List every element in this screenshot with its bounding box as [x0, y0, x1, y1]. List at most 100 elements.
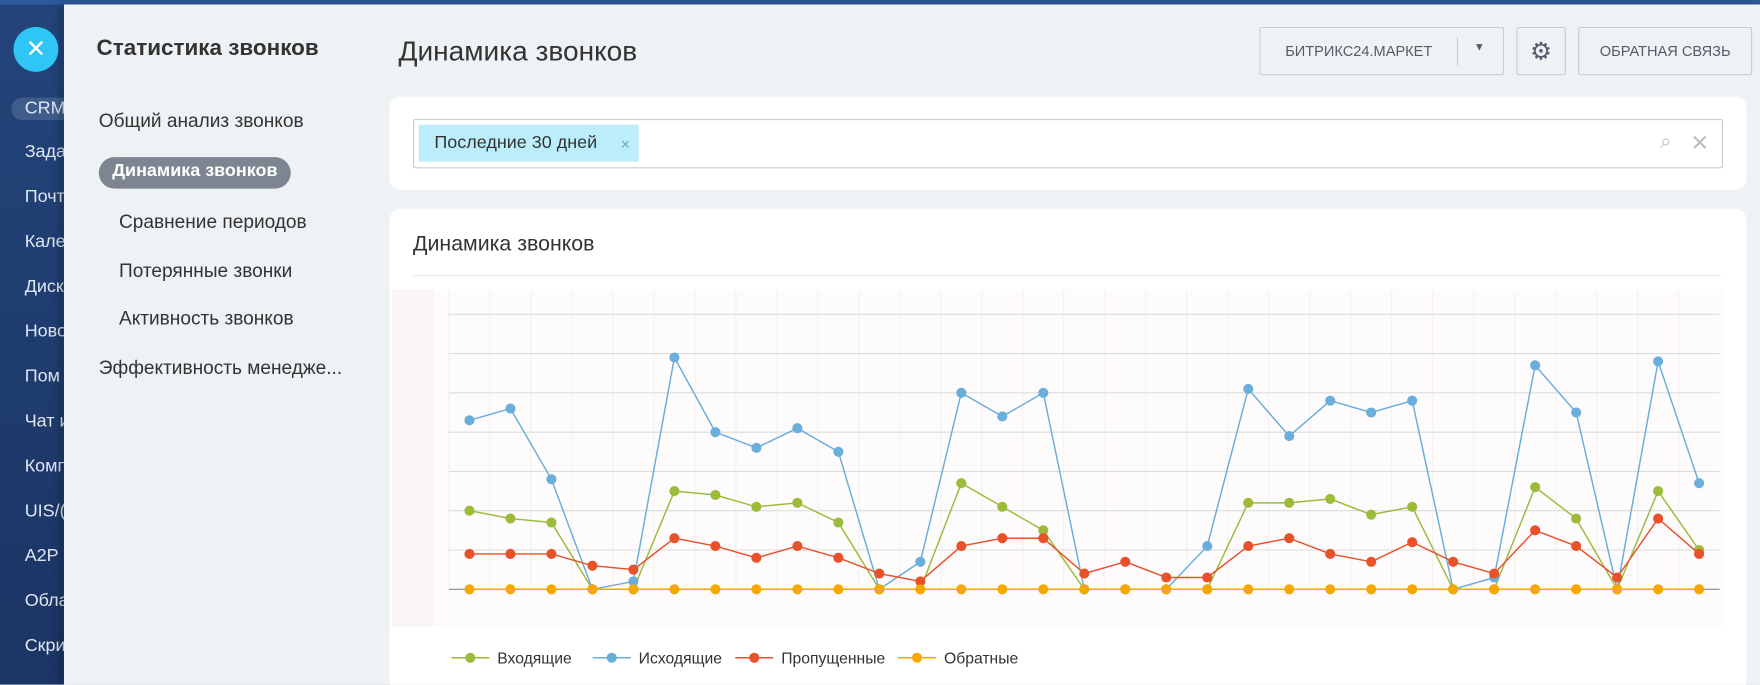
point	[874, 584, 885, 595]
point	[997, 533, 1008, 544]
point	[833, 552, 844, 563]
point	[669, 352, 680, 363]
menu-item[interactable]: Потерянные звонки	[118, 260, 293, 282]
point	[1653, 584, 1664, 595]
point	[915, 584, 926, 595]
nav-item[interactable]: Диск	[24, 277, 64, 297]
point	[833, 446, 844, 457]
point	[1530, 482, 1541, 493]
nav-item[interactable]: A2P	[24, 546, 59, 566]
point	[1448, 584, 1459, 595]
point	[669, 486, 680, 497]
point	[1653, 513, 1664, 524]
legend-label[interactable]: Пропущенные	[781, 648, 886, 667]
legend-dot	[911, 652, 923, 663]
clear-icon[interactable]: ✕	[1690, 131, 1710, 157]
point	[1489, 568, 1500, 579]
point	[1612, 572, 1623, 583]
menu-item[interactable]: Динамика звонков	[112, 161, 278, 181]
point	[628, 584, 639, 595]
legend-label[interactable]: Исходящие	[638, 648, 723, 667]
legend-dot	[465, 652, 476, 663]
nav-item[interactable]: Чат и	[24, 411, 64, 432]
separator	[413, 275, 1721, 277]
point	[464, 505, 475, 516]
point	[915, 556, 926, 567]
menu-item[interactable]: Сравнение периодов	[118, 211, 307, 233]
point	[587, 560, 598, 571]
point	[1612, 584, 1623, 595]
point	[792, 584, 803, 595]
point	[1407, 584, 1418, 595]
tag-remove[interactable]: ×	[620, 134, 630, 153]
nav-item[interactable]: Скри	[24, 636, 64, 656]
point	[1243, 383, 1254, 394]
point	[1325, 493, 1336, 504]
point	[505, 548, 516, 559]
point	[1571, 407, 1582, 418]
legend-label[interactable]: Входящие	[497, 648, 572, 667]
filter-tag[interactable]: Последние 30 дней ×	[418, 124, 639, 162]
point	[833, 517, 844, 528]
nav-item[interactable]: Почт	[24, 187, 64, 207]
app-nav: CRM Зада Почт Кале Диск Ново Пом Чат и Комп UIS/(…	[0, 4, 64, 685]
caret[interactable]: ▼	[1473, 41, 1485, 54]
point	[751, 584, 762, 595]
menu-item[interactable]: Эффективность менедже...	[98, 356, 343, 379]
point	[464, 415, 475, 426]
point	[1571, 513, 1582, 524]
nav-item[interactable]: Пом	[24, 367, 60, 387]
market-button[interactable]: БИТРИКС24.МАРКЕТ ▼	[1259, 26, 1505, 76]
legend-label[interactable]: Обратные	[943, 648, 1019, 667]
point	[1038, 584, 1049, 595]
nav-item[interactable]: Кале	[24, 232, 64, 252]
point	[1694, 584, 1705, 595]
point	[464, 548, 475, 559]
point	[1366, 509, 1377, 520]
close-button[interactable]: ✕	[13, 26, 59, 72]
tag-label: Последние 30 дней	[434, 133, 598, 153]
point	[1653, 486, 1664, 497]
point	[1407, 537, 1418, 548]
feedback-button[interactable]: ОБРАТНАЯ СВЯЗЬ	[1578, 26, 1753, 76]
point	[546, 474, 557, 485]
point	[1120, 584, 1131, 595]
point	[1571, 541, 1582, 552]
point	[956, 387, 967, 398]
point	[505, 584, 516, 595]
point	[1325, 584, 1336, 595]
point	[1038, 525, 1049, 536]
nav-item[interactable]: Ново	[24, 322, 64, 342]
point	[915, 576, 926, 587]
nav-item[interactable]: Комп	[24, 456, 64, 476]
point	[1366, 556, 1377, 567]
point	[1243, 497, 1254, 508]
nav-item[interactable]: UIS/(	[24, 501, 64, 521]
point	[505, 403, 516, 414]
nav-item[interactable]: CRM	[11, 97, 64, 121]
button-label: ОБРАТНАЯ СВЯЗЬ	[1599, 42, 1731, 60]
menu-item[interactable]: Активность звонков	[118, 307, 294, 329]
point	[1694, 548, 1705, 559]
nav-item[interactable]: Обла	[24, 591, 64, 611]
point	[833, 584, 844, 595]
point	[1366, 407, 1377, 418]
point	[1694, 478, 1705, 489]
active-pill	[98, 157, 291, 189]
menu-item[interactable]: Общий анализ звонков	[98, 110, 304, 132]
point	[751, 442, 762, 453]
point	[1243, 541, 1254, 552]
point	[997, 584, 1008, 595]
point	[1284, 533, 1295, 544]
point	[792, 497, 803, 508]
plot-bg	[391, 289, 1725, 627]
search-icon[interactable]: ⌕	[1660, 130, 1672, 153]
nav-item[interactable]: Зада	[24, 142, 64, 162]
point	[710, 541, 721, 552]
point	[1571, 584, 1582, 595]
settings-button[interactable]: ⚙	[1516, 26, 1566, 76]
point	[1284, 584, 1295, 595]
